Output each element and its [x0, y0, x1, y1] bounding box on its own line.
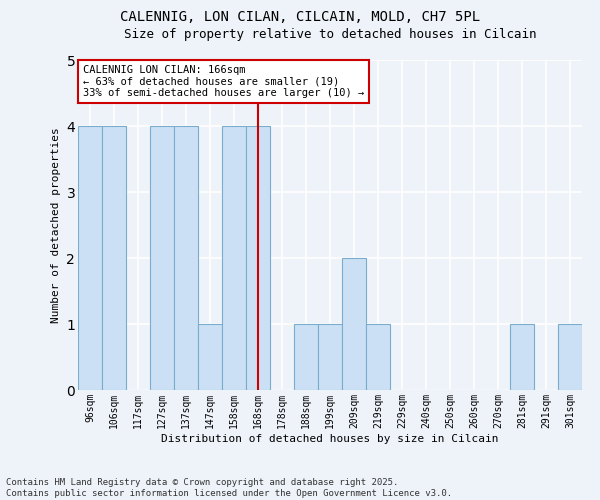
Bar	[246, 126, 270, 390]
Bar	[318, 324, 342, 390]
Text: CALENNIG, LON CILAN, CILCAIN, MOLD, CH7 5PL: CALENNIG, LON CILAN, CILCAIN, MOLD, CH7 …	[120, 10, 480, 24]
Text: Contains HM Land Registry data © Crown copyright and database right 2025.
Contai: Contains HM Land Registry data © Crown c…	[6, 478, 452, 498]
Bar	[174, 126, 198, 390]
Y-axis label: Number of detached properties: Number of detached properties	[51, 127, 61, 323]
Bar	[102, 126, 126, 390]
Bar	[558, 324, 582, 390]
Bar	[342, 258, 366, 390]
Bar	[366, 324, 390, 390]
X-axis label: Distribution of detached houses by size in Cilcain: Distribution of detached houses by size …	[161, 434, 499, 444]
Bar	[294, 324, 318, 390]
Text: CALENNIG LON CILAN: 166sqm
← 63% of detached houses are smaller (19)
33% of semi: CALENNIG LON CILAN: 166sqm ← 63% of deta…	[83, 65, 364, 98]
Bar	[150, 126, 174, 390]
Title: Size of property relative to detached houses in Cilcain: Size of property relative to detached ho…	[124, 28, 536, 41]
Bar	[222, 126, 246, 390]
Bar	[510, 324, 534, 390]
Bar	[198, 324, 222, 390]
Bar	[78, 126, 102, 390]
